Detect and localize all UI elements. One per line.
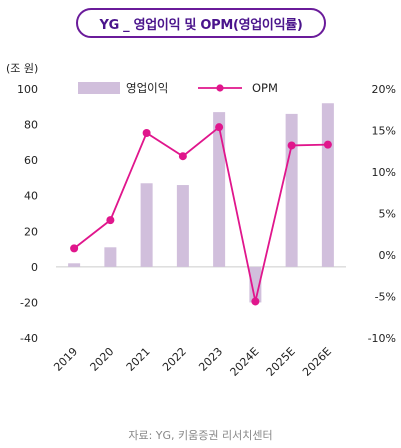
x-tick-label: 2026E xyxy=(300,345,334,379)
bar-series xyxy=(68,103,334,303)
right-tick-label: 20% xyxy=(372,83,396,96)
x-tick-label: 2020 xyxy=(88,345,117,374)
bar-2019 xyxy=(68,263,81,267)
x-tick-label: 2021 xyxy=(124,345,153,374)
left-tick-label: 20 xyxy=(24,225,38,238)
right-tick-label: -10% xyxy=(368,332,396,345)
x-tick-label: 2024E xyxy=(228,345,262,379)
opm-points xyxy=(70,123,332,306)
left-axis-unit: (조 원) xyxy=(6,62,39,75)
left-tick-label: 100 xyxy=(17,83,38,96)
opm-line xyxy=(73,125,328,302)
opm-point-2025E xyxy=(287,141,296,150)
left-tick-label: -20 xyxy=(20,296,38,309)
bar-2026E xyxy=(321,103,334,267)
right-tick-label: 10% xyxy=(372,166,396,179)
bar-2020 xyxy=(104,247,117,267)
left-tick-label: 80 xyxy=(24,119,38,132)
legend-line-label: OPM xyxy=(252,81,278,95)
x-axis-labels: 2019 2020 2021 2022 2023 2024E 2025E 2026E xyxy=(51,345,334,379)
left-axis-ticks: -40 -20 0 20 40 60 80 100 xyxy=(17,83,38,345)
chart-title: YG _ 영업이익 및 OPM(영업이익률) xyxy=(76,8,326,38)
bar-2023 xyxy=(213,112,226,267)
right-tick-label: -5% xyxy=(375,291,396,304)
legend-line-dot xyxy=(216,84,224,92)
bar-2024E xyxy=(249,266,262,303)
opm-point-2019 xyxy=(70,244,79,253)
legend-bar-swatch xyxy=(78,82,120,94)
x-tick-label: 2019 xyxy=(51,345,80,374)
left-tick-label: 40 xyxy=(24,190,38,203)
opm-point-2020 xyxy=(106,216,115,225)
right-tick-label: 5% xyxy=(379,208,396,221)
right-tick-label: 15% xyxy=(372,125,396,138)
left-tick-label: 0 xyxy=(31,261,38,274)
left-tick-label: 60 xyxy=(24,154,38,167)
x-tick-label: 2023 xyxy=(196,345,225,374)
legend-bar-label: 영업이익 xyxy=(126,81,168,95)
x-tick-label: 2022 xyxy=(160,345,189,374)
right-axis-ticks: -10% -5% 0% 5% 10% 15% 20% xyxy=(368,83,396,345)
source-note: 자료: YG, 키움증권 리서치센터 xyxy=(128,429,273,442)
right-tick-label: 0% xyxy=(379,249,396,262)
opm-point-2021 xyxy=(142,128,151,137)
opm-point-2026E xyxy=(323,140,332,149)
bar-2021 xyxy=(140,183,153,267)
bar-2025E xyxy=(285,113,298,267)
bar-2022 xyxy=(176,185,189,267)
opm-point-2023 xyxy=(215,123,224,132)
opm-point-2024E xyxy=(251,297,260,306)
x-tick-label: 2025E xyxy=(264,345,298,379)
opm-point-2022 xyxy=(178,152,187,161)
legend: 영업이익 OPM xyxy=(78,81,278,95)
left-tick-label: -40 xyxy=(20,332,38,345)
